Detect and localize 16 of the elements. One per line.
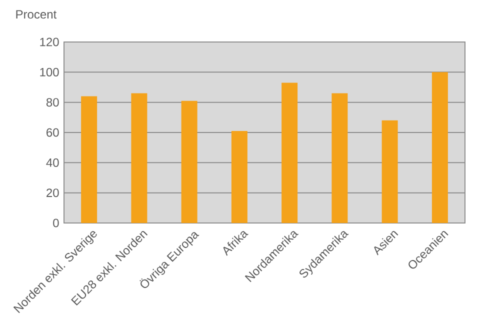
bar bbox=[382, 120, 398, 223]
y-tick-label: 40 bbox=[46, 158, 59, 167]
y-axis-title: Procent bbox=[16, 10, 57, 19]
bar bbox=[231, 130, 248, 223]
bar bbox=[282, 82, 298, 223]
y-tick-label: 100 bbox=[40, 68, 59, 76]
bar bbox=[81, 96, 98, 223]
y-tick-label: 120 bbox=[40, 38, 59, 46]
y-tick-label: 20 bbox=[46, 188, 59, 198]
bar bbox=[131, 93, 148, 223]
bar bbox=[332, 93, 348, 223]
y-tick-label: 0 bbox=[53, 218, 59, 228]
bar bbox=[181, 100, 198, 223]
bar bbox=[432, 72, 448, 223]
y-tick-label: 80 bbox=[46, 98, 59, 107]
y-tick-label: 60 bbox=[46, 128, 59, 137]
